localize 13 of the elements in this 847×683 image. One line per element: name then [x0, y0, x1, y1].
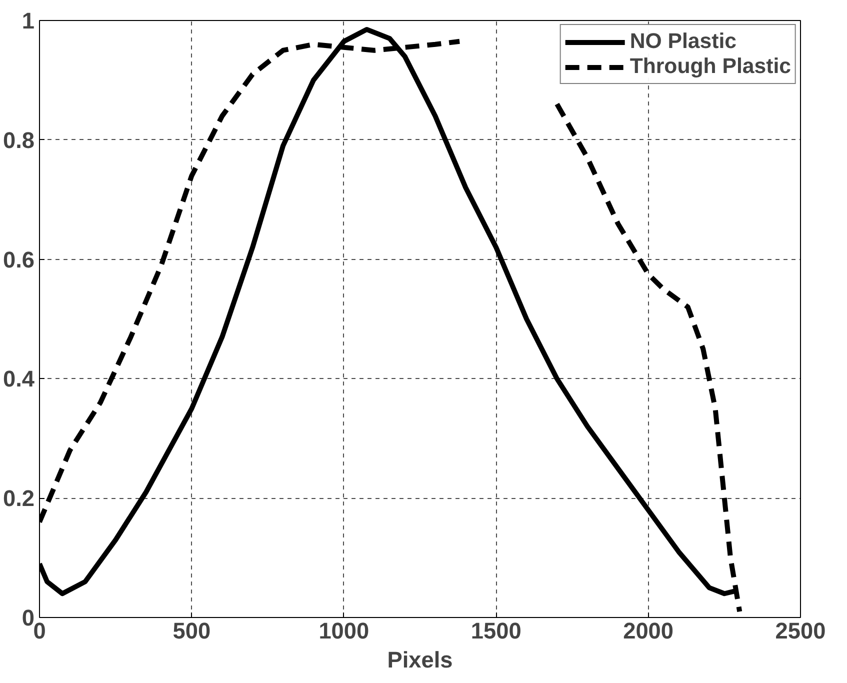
x-tick-label: 2500	[775, 618, 826, 644]
legend-label: NO Plastic	[630, 29, 737, 54]
legend-label: Through Plastic	[630, 54, 791, 79]
y-tick-label: 0.6	[3, 246, 35, 272]
y-tick-label: 0.4	[3, 366, 35, 392]
y-tick-label: 0.8	[3, 126, 35, 153]
y-tick-label: 1	[22, 8, 35, 34]
x-tick-label: 1500	[470, 618, 522, 644]
x-tick-label: 2000	[623, 618, 674, 644]
x-tick-label: 500	[172, 618, 211, 644]
x-tick-label: 1000	[318, 618, 370, 644]
x-axis-title: Pixels	[387, 646, 453, 672]
y-tick-label: 0.2	[3, 485, 35, 512]
